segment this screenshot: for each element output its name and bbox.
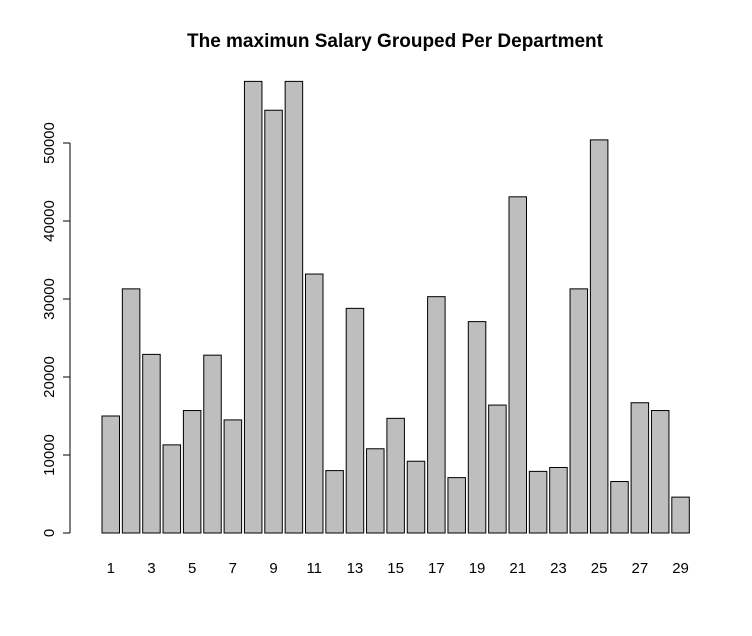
bar-17 bbox=[427, 296, 446, 534]
bars-group bbox=[101, 80, 690, 534]
bar-3 bbox=[142, 353, 161, 534]
bar-21 bbox=[508, 196, 527, 534]
y-axis: 0 10000 20000 30000 40000 50000 bbox=[41, 122, 71, 537]
bar-26 bbox=[610, 481, 629, 534]
bar-16 bbox=[406, 460, 426, 534]
bar-22 bbox=[528, 470, 548, 534]
bar-12 bbox=[325, 470, 344, 534]
x-tick-label-11: 11 bbox=[306, 560, 322, 577]
x-tick-label-7: 7 bbox=[229, 560, 237, 577]
x-tick-label-1: 1 bbox=[107, 560, 115, 577]
x-axis-labels: 1 3 5 7 9 11 13 15 17 19 21 23 25 27 29 bbox=[107, 560, 689, 577]
x-tick-label-13: 13 bbox=[347, 560, 364, 577]
y-tick-label-40000: 40000 bbox=[41, 200, 58, 242]
chart-title: The maximun Salary Grouped Per Departmen… bbox=[187, 31, 604, 52]
y-tick-label-50000: 50000 bbox=[41, 122, 58, 164]
bar-19 bbox=[467, 321, 487, 534]
bar-29 bbox=[671, 496, 690, 534]
bar-15 bbox=[386, 417, 405, 534]
y-tick-label-20000: 20000 bbox=[41, 356, 58, 398]
x-tick-label-5: 5 bbox=[188, 560, 196, 577]
bar-27 bbox=[630, 402, 650, 534]
bar-24 bbox=[569, 288, 589, 534]
bar-20 bbox=[488, 404, 507, 534]
bar-13 bbox=[345, 307, 365, 534]
bar-4 bbox=[162, 444, 182, 534]
x-tick-label-9: 9 bbox=[269, 560, 277, 577]
x-tick-label-17: 17 bbox=[428, 560, 445, 577]
x-tick-label-3: 3 bbox=[147, 560, 155, 577]
bar-6 bbox=[203, 354, 222, 534]
x-tick-label-25: 25 bbox=[591, 560, 608, 577]
bar-11 bbox=[305, 273, 324, 534]
bar-2 bbox=[121, 288, 141, 534]
x-tick-label-19: 19 bbox=[469, 560, 486, 577]
bar-1 bbox=[101, 415, 120, 534]
x-tick-label-29: 29 bbox=[672, 560, 689, 577]
bar-10 bbox=[284, 80, 304, 534]
bar-18 bbox=[447, 477, 466, 534]
bar-23 bbox=[549, 466, 568, 534]
bar-8 bbox=[243, 80, 263, 534]
x-tick-label-21: 21 bbox=[509, 560, 526, 577]
bar-14 bbox=[366, 448, 385, 534]
bar-25 bbox=[589, 139, 609, 534]
bar-9 bbox=[264, 109, 283, 534]
y-tick-label-10000: 10000 bbox=[41, 434, 58, 476]
x-tick-label-27: 27 bbox=[632, 560, 649, 577]
bar-5 bbox=[182, 410, 202, 534]
y-tick-label-0: 0 bbox=[41, 529, 58, 537]
x-tick-label-23: 23 bbox=[550, 560, 567, 577]
x-tick-label-15: 15 bbox=[387, 560, 404, 577]
y-tick-label-30000: 30000 bbox=[41, 278, 58, 320]
bar-7 bbox=[223, 419, 243, 534]
bar-28 bbox=[650, 410, 670, 534]
